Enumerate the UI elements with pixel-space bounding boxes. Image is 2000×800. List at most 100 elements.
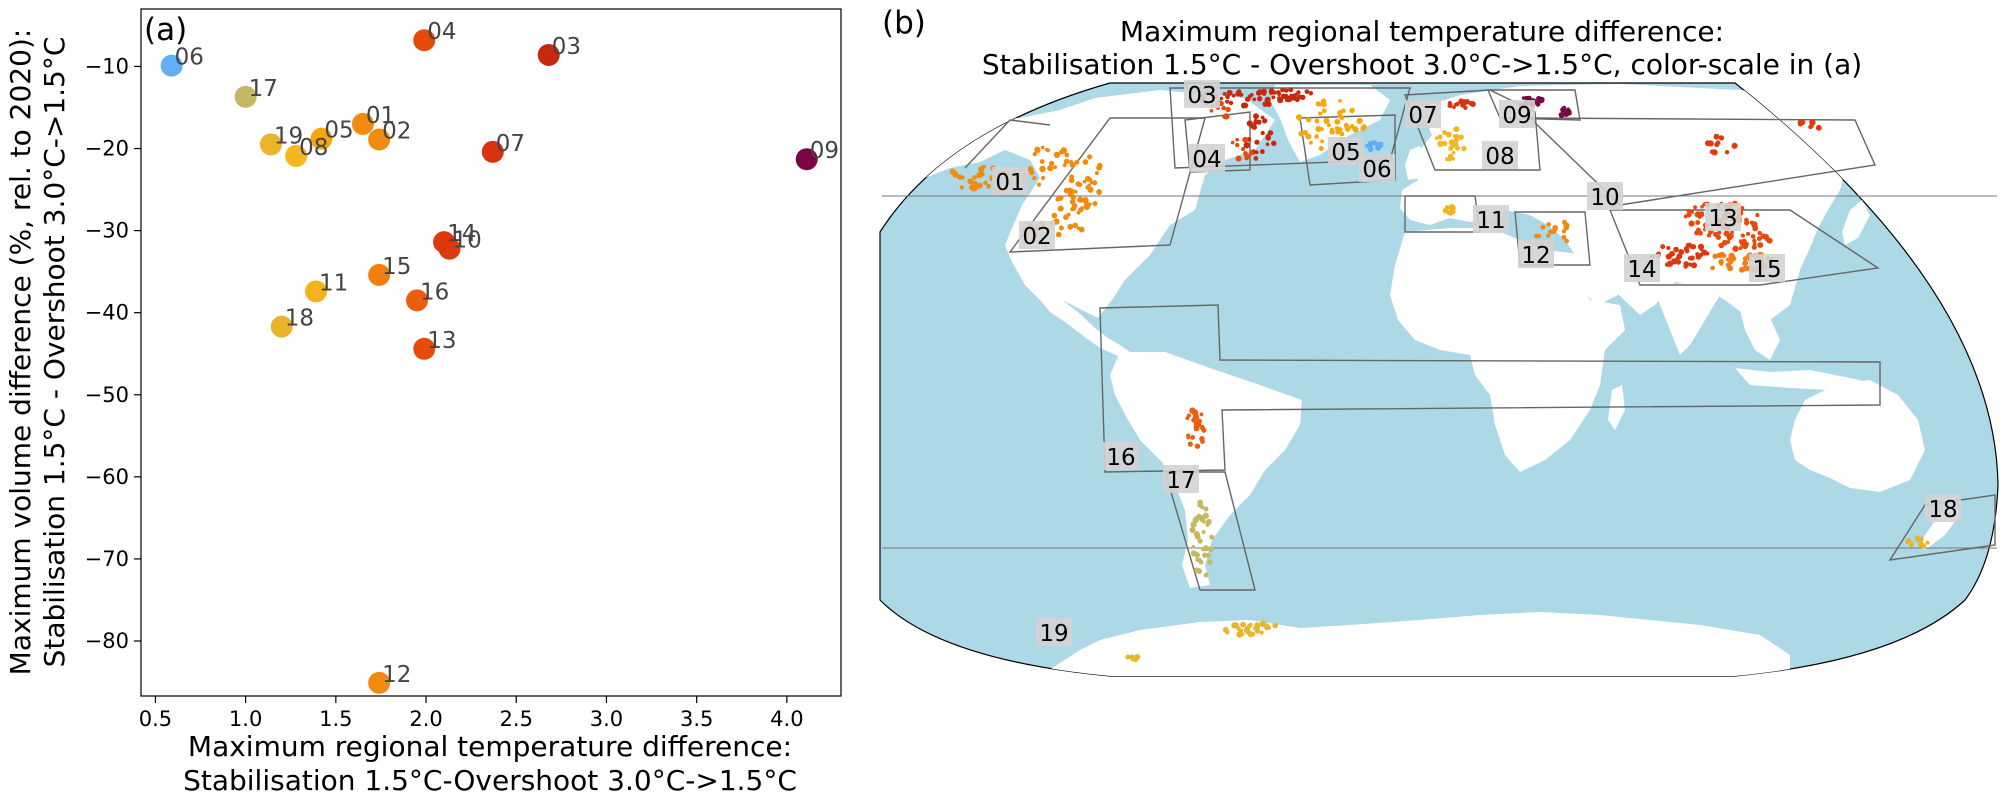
glacier-dot-01 (1039, 159, 1045, 164)
glacier-dot-03 (1254, 139, 1260, 145)
glacier-dot-04 (1242, 136, 1249, 143)
glacier-dot-01 (972, 175, 978, 180)
region-label-text: 15 (1752, 257, 1781, 283)
glacier-dot-13 (1744, 217, 1749, 223)
glacier-dot-03 (1226, 89, 1233, 96)
glacier-dot-19 (1272, 622, 1279, 629)
glacier-dot-07 (1468, 100, 1474, 107)
glacier-dot-09 (1521, 96, 1526, 100)
glacier-dot-01 (1063, 158, 1070, 165)
x-tick-label: 1.0 (229, 707, 262, 731)
glacier-dot-17 (1193, 519, 1198, 523)
glacier-dot-16 (1199, 412, 1204, 417)
glacier-dot-05 (1323, 117, 1330, 125)
glacier-dot-17 (1198, 559, 1204, 565)
x-axis-ticks: 0.5 1.0 1.5 2.0 2.5 3.0 3.5 4.0 (139, 696, 804, 731)
glacier-dot-17 (1207, 559, 1213, 565)
glacier-dot-01 (1032, 175, 1037, 181)
glacier-dot-12 (1564, 238, 1570, 244)
scatter-point-14 (433, 231, 456, 254)
glacier-dot-04 (1209, 108, 1214, 113)
glacier-dot-17 (1191, 544, 1196, 549)
glacier-dot-19 (1254, 628, 1261, 634)
glacier-dot-04 (1249, 150, 1254, 156)
glacier-dot-02 (1078, 207, 1084, 213)
region-label-08: 08 (1482, 141, 1518, 170)
scatter-point-19 (259, 133, 282, 156)
glacier-dot-01 (1040, 145, 1045, 150)
glacier-dot-03 (1260, 130, 1265, 136)
glacier-dot-05 (1295, 114, 1303, 121)
glacier-dot-13 (1706, 233, 1712, 238)
glacier-dot-07 (1447, 103, 1453, 109)
glacier-dot-14 (1676, 253, 1683, 260)
region-label-box (1405, 100, 1441, 128)
scatter-point-15 (368, 263, 391, 286)
scatter-point-12 (368, 671, 391, 694)
glacier-dot-13 (1746, 231, 1751, 236)
glacier-dot-18 (1905, 538, 1912, 545)
glacier-dot-09 (1526, 96, 1532, 101)
glacier-dot-10 (1724, 149, 1730, 155)
glacier-dot-15 (1728, 252, 1735, 259)
glacier-dot-16 (1194, 423, 1199, 428)
land-africa (1390, 228, 1625, 472)
region-label-box (1359, 154, 1395, 182)
glacier-dot-18 (1919, 536, 1924, 541)
glacier-dot-03 (1244, 96, 1251, 102)
glacier-dot-04 (1222, 114, 1227, 119)
glacier-dot-01 (1069, 174, 1075, 180)
land-uk (1405, 146, 1425, 180)
glacier-dot-03 (1294, 96, 1300, 103)
glacier-dot-09 (1566, 107, 1571, 112)
glacier-dot-05 (1318, 145, 1324, 151)
glacier-dot-19 (1125, 655, 1130, 660)
point-label-18: 18 (285, 306, 314, 332)
glacier-dot-14 (1683, 246, 1690, 252)
glacier-dot-13 (1749, 220, 1755, 225)
glacier-dot-03 (1293, 93, 1298, 97)
glacier-dot-17 (1206, 553, 1211, 558)
region-label-box (1749, 254, 1785, 282)
glacier-dot-02 (1058, 225, 1064, 231)
glacier-dot-03 (1225, 99, 1230, 104)
region-box-07-08 (1403, 89, 1541, 171)
point-label-07: 07 (496, 131, 525, 157)
glacier-dot-02 (1055, 231, 1062, 238)
region-label-04: 04 (1189, 144, 1225, 173)
glacier-dot-01 (983, 180, 988, 186)
glacier-dot-19 (1259, 620, 1267, 628)
scatter-point-16 (406, 289, 429, 312)
glacier-dot-13 (1732, 245, 1739, 252)
glacier-dot-03 (1286, 97, 1292, 103)
glacier-dot-15 (1712, 253, 1718, 259)
glacier-dot-05 (1339, 131, 1345, 137)
glacier-dot-16 (1189, 407, 1196, 414)
panel-a-letter: (a) (144, 12, 187, 48)
glacier-dot-01 (1086, 154, 1093, 160)
glacier-dot-05 (1343, 122, 1350, 129)
region-label-text: 12 (1521, 243, 1550, 269)
glacier-dot-09 (1534, 99, 1540, 105)
glacier-dot-01 (1040, 175, 1046, 181)
point-label-10: 10 (453, 228, 482, 254)
region-label-text: 02 (1022, 224, 1051, 250)
scatter-plot-frame (140, 8, 842, 697)
glacier-dot-03 (1256, 119, 1262, 125)
glacier-dot-05 (1349, 124, 1355, 129)
glacier-dot-01 (1082, 179, 1087, 184)
glacier-dot-01 (1029, 169, 1034, 174)
glacier-dot-08 (1453, 126, 1460, 133)
glacier-dot-03 (1252, 97, 1257, 102)
glacier-dot-06 (1373, 141, 1379, 147)
region-label-text: 03 (1187, 83, 1216, 109)
glacier-dot-03 (1266, 101, 1272, 108)
glacier-dot-14 (1678, 249, 1685, 255)
glacier-dot-12 (1561, 229, 1567, 234)
glacier-dot-04 (1235, 155, 1242, 162)
land-arabia (1548, 250, 1618, 305)
region-label-text: 06 (1362, 157, 1391, 183)
x-tick-label: 3.5 (680, 707, 713, 731)
y-axis-title-line1: Maximum volume difference (%, rel. to 20… (4, 29, 37, 676)
